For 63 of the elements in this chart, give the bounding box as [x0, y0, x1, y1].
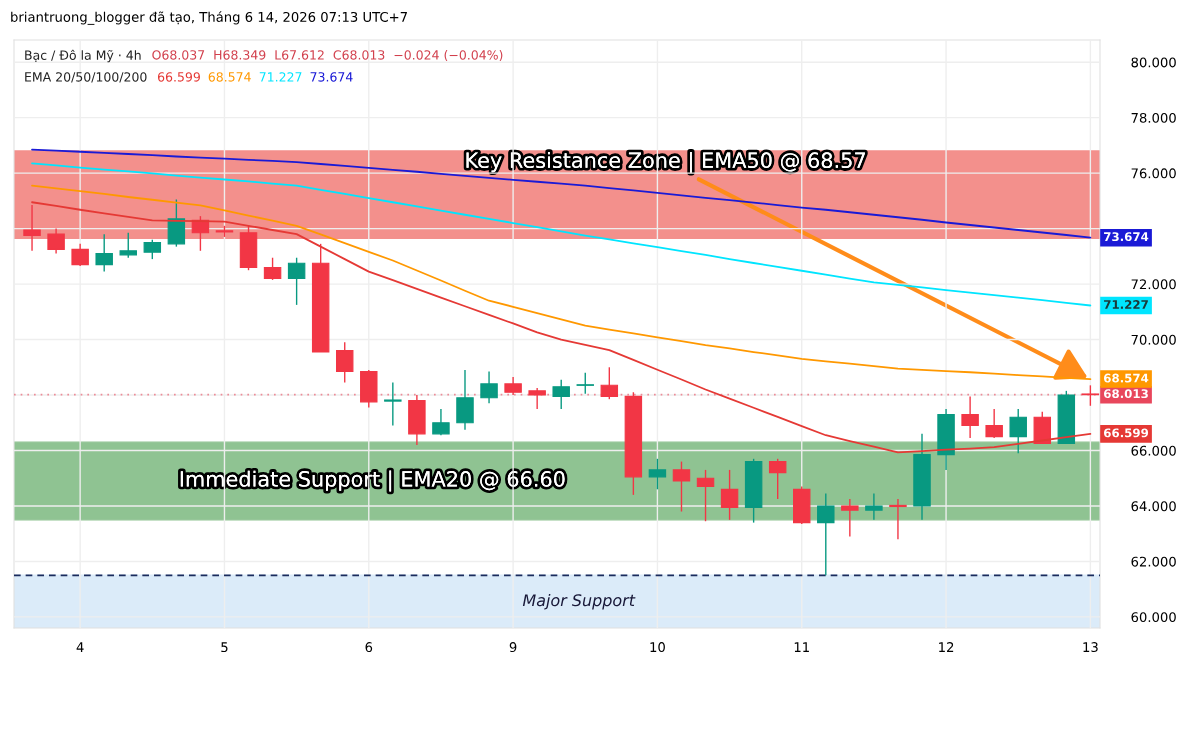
y-tick-label: 78.000 — [1131, 112, 1176, 123]
data-label: 73.674 — [1104, 232, 1149, 242]
candlestick — [1081, 384, 1100, 407]
y-tick-label: 66.000 — [1131, 445, 1176, 456]
ref-line-label: 68.013 — [1103, 389, 1148, 399]
candlestick — [480, 370, 498, 405]
candlestick — [23, 204, 41, 252]
y-tick-label: 72.000 — [1131, 279, 1176, 290]
candlestick — [1009, 408, 1027, 454]
x-tick-label: 10 — [650, 642, 665, 653]
candlestick — [335, 341, 354, 384]
data-label: 71.227 — [1104, 300, 1148, 309]
candlestick — [576, 372, 594, 395]
annotation: EMA 20/50/100/200 — [25, 72, 147, 83]
candlestick — [528, 387, 546, 410]
y-tick-label: 62.000 — [1131, 556, 1176, 567]
text: 66.599 — [157, 72, 200, 82]
candlestick — [865, 492, 883, 521]
text: 71.227 — [259, 72, 302, 82]
candlestick — [600, 366, 619, 400]
candlestick — [143, 239, 162, 260]
x-tick-label: 4 — [76, 642, 84, 652]
candlestick — [720, 469, 739, 521]
candlestick — [961, 395, 979, 439]
candlestick — [768, 458, 787, 500]
candlestick — [432, 408, 450, 436]
candlestick — [552, 379, 570, 410]
annotation: Bạc / Đô la Mỹ · 4h — [25, 49, 141, 63]
y-tick-label: 80.000 — [1131, 57, 1176, 68]
candlestick — [817, 492, 835, 576]
x-tick-label: 6 — [365, 642, 373, 653]
candlestick — [504, 376, 522, 396]
candlestick — [263, 257, 282, 281]
x-tick-label: 11 — [794, 642, 809, 652]
candlestick — [119, 232, 137, 259]
candlestick — [672, 460, 691, 513]
y-tick-label: 64.000 — [1131, 501, 1176, 512]
candlestick — [287, 257, 306, 306]
text: 68.574 — [208, 72, 251, 82]
data-label: 68.574 — [1103, 373, 1149, 383]
candlestick — [71, 243, 89, 267]
x-tick-label: 5 — [221, 642, 228, 653]
annotation: O68.037 H68.349 L67.612 C68.013 −0.024 (−0.04%) — [152, 49, 503, 62]
candlestick — [47, 227, 65, 255]
y-tick-label: 76.000 — [1131, 168, 1176, 179]
y-tick-label: 70.000 — [1131, 334, 1176, 345]
band-label: Major Support — [522, 593, 636, 610]
candlestick — [841, 498, 859, 538]
y-tick-label: 60.000 — [1131, 612, 1176, 623]
text: 73.674 — [310, 72, 353, 82]
x-tick-label: 13 — [1083, 642, 1098, 653]
x-tick-label: 9 — [509, 642, 517, 653]
line-series — [31, 184, 1092, 381]
candlestick — [648, 458, 667, 491]
candlestick — [985, 408, 1003, 439]
candlestick — [384, 381, 402, 427]
data-label: 66.599 — [1103, 428, 1149, 438]
candlestick — [696, 469, 715, 522]
candlestick — [889, 498, 907, 540]
candlestick — [95, 233, 113, 273]
line-series — [31, 201, 1092, 454]
text: briantruong_blogger đã tạo, Tháng 6 14, 2026 07:13 UTC+7 — [11, 11, 407, 25]
x-tick-label: 12 — [939, 642, 954, 652]
